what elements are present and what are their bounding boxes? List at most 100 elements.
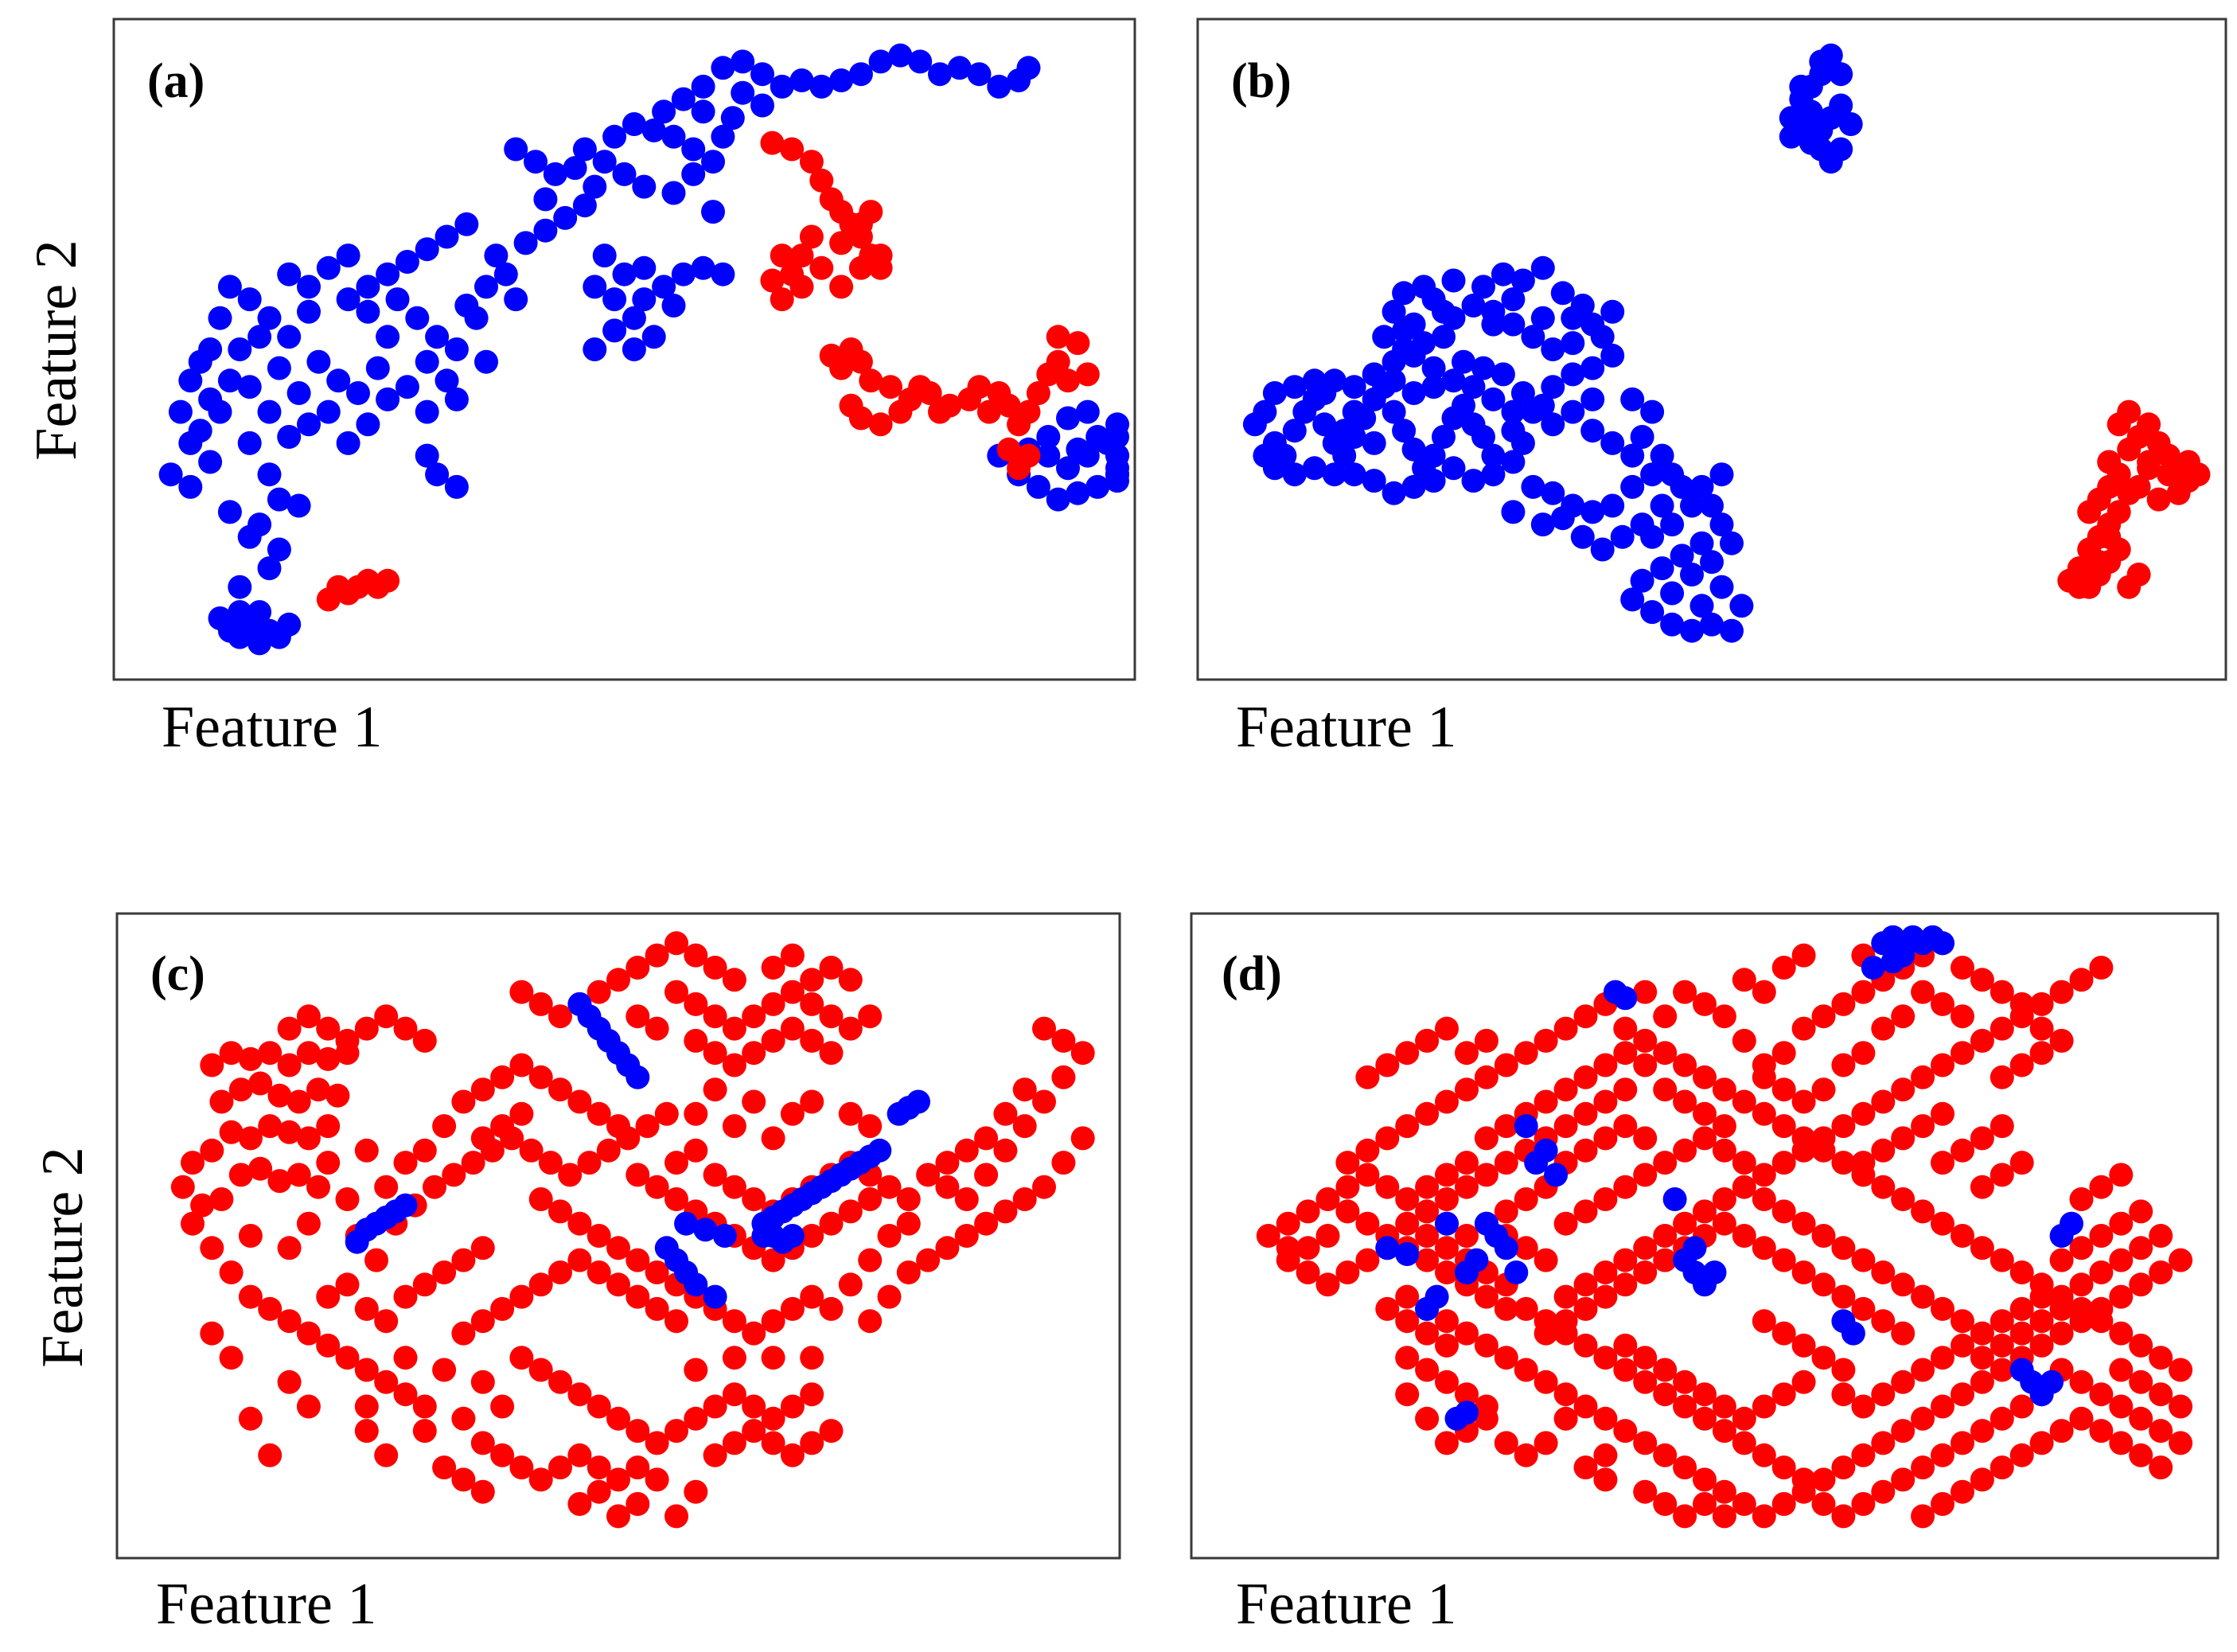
data-point	[1395, 1309, 1420, 1334]
data-point	[558, 1163, 583, 1187]
data-point	[1871, 1138, 1896, 1163]
data-point	[432, 1260, 457, 1284]
data-point	[553, 205, 578, 230]
data-point	[504, 137, 528, 162]
data-point	[1335, 1175, 1360, 1199]
data-point	[2029, 1016, 2054, 1041]
data-point	[684, 1028, 708, 1053]
panel-c-label: (c)	[150, 947, 205, 1001]
data-point	[1990, 1016, 2014, 1041]
data-point	[935, 1236, 960, 1260]
data-point	[1831, 1504, 1856, 1529]
data-point	[1990, 1406, 2014, 1431]
data-point	[1026, 381, 1050, 405]
data-point	[548, 1199, 572, 1224]
data-point	[1573, 1138, 1598, 1163]
data-point	[626, 956, 650, 980]
data-point	[1362, 469, 1386, 493]
data-point	[664, 931, 688, 956]
data-point	[645, 1467, 669, 1492]
data-point	[1395, 1211, 1420, 1236]
data-point	[1871, 1479, 1896, 1504]
data-point	[1491, 362, 1515, 387]
data-point	[1046, 349, 1070, 374]
data-point	[761, 1248, 785, 1272]
data-point	[691, 74, 715, 99]
data-point	[1653, 1151, 1678, 1175]
data-point	[1712, 1004, 1736, 1029]
data-point	[1455, 1175, 1479, 1199]
data-point	[652, 275, 676, 299]
data-point	[470, 1126, 495, 1151]
data-point	[219, 1120, 244, 1144]
data-point	[1771, 1382, 1796, 1407]
data-point	[316, 1046, 341, 1071]
data-point	[2089, 1260, 2114, 1284]
data-point	[1838, 112, 1863, 136]
data-point	[761, 956, 785, 980]
data-point	[622, 112, 646, 136]
data-point	[908, 375, 933, 399]
data-point	[1752, 1504, 1776, 1529]
data-point	[374, 1443, 399, 1467]
data-point	[548, 1077, 572, 1102]
data-point	[1693, 1065, 1717, 1089]
data-point	[780, 1016, 805, 1041]
data-point	[1871, 1260, 1896, 1284]
data-point	[867, 1138, 892, 1163]
data-point	[365, 356, 390, 380]
data-point	[1771, 1077, 1796, 1102]
data-point	[200, 1321, 224, 1346]
data-point	[1633, 1479, 1658, 1504]
panel-d: (d) Feature 1	[1190, 912, 2219, 1637]
data-point	[928, 399, 952, 424]
data-point	[1494, 1151, 1518, 1175]
data-point	[1650, 493, 1674, 518]
data-point	[996, 437, 1021, 462]
data-point	[770, 287, 794, 312]
data-point	[1474, 1284, 1498, 1309]
data-point	[444, 337, 469, 361]
data-point	[1514, 1443, 1538, 1467]
data-point	[470, 1236, 495, 1260]
data-point	[967, 375, 992, 399]
data-point	[412, 1419, 437, 1444]
data-point	[1332, 443, 1357, 468]
data-point	[1600, 493, 1625, 518]
data-point	[306, 1175, 330, 1199]
data-point	[277, 262, 302, 286]
data-point	[1891, 1467, 1915, 1492]
data-point	[509, 1053, 534, 1077]
data-point	[432, 1114, 457, 1139]
data-point	[1633, 1126, 1658, 1151]
data-point	[1435, 1309, 1459, 1334]
data-point	[1871, 1309, 1896, 1334]
data-point	[1911, 1455, 1935, 1480]
data-point	[947, 56, 972, 80]
data-point	[1007, 412, 1031, 437]
data-point	[2166, 481, 2191, 505]
data-point	[1521, 474, 1545, 499]
data-point	[1452, 393, 1475, 418]
data-point	[336, 431, 360, 455]
data-point	[1105, 443, 1129, 468]
data-point	[1633, 1053, 1658, 1077]
data-point	[1700, 493, 1724, 518]
data-point	[1709, 575, 1734, 599]
data-point	[731, 49, 755, 74]
data-point	[200, 1053, 224, 1077]
data-point	[819, 1041, 844, 1066]
data-point	[2089, 1382, 2114, 1407]
data-point	[2029, 1333, 2054, 1358]
data-point	[1573, 1272, 1598, 1297]
data-point	[606, 1272, 630, 1297]
data-point	[1633, 980, 1658, 1004]
data-point	[1990, 1455, 2014, 1480]
data-point	[374, 1004, 399, 1029]
data-point	[1322, 462, 1346, 487]
data-point	[1662, 1187, 1687, 1211]
data-point	[1732, 1224, 1756, 1248]
data-point	[761, 1126, 785, 1151]
data-point	[509, 980, 534, 1004]
data-point	[1085, 425, 1110, 449]
